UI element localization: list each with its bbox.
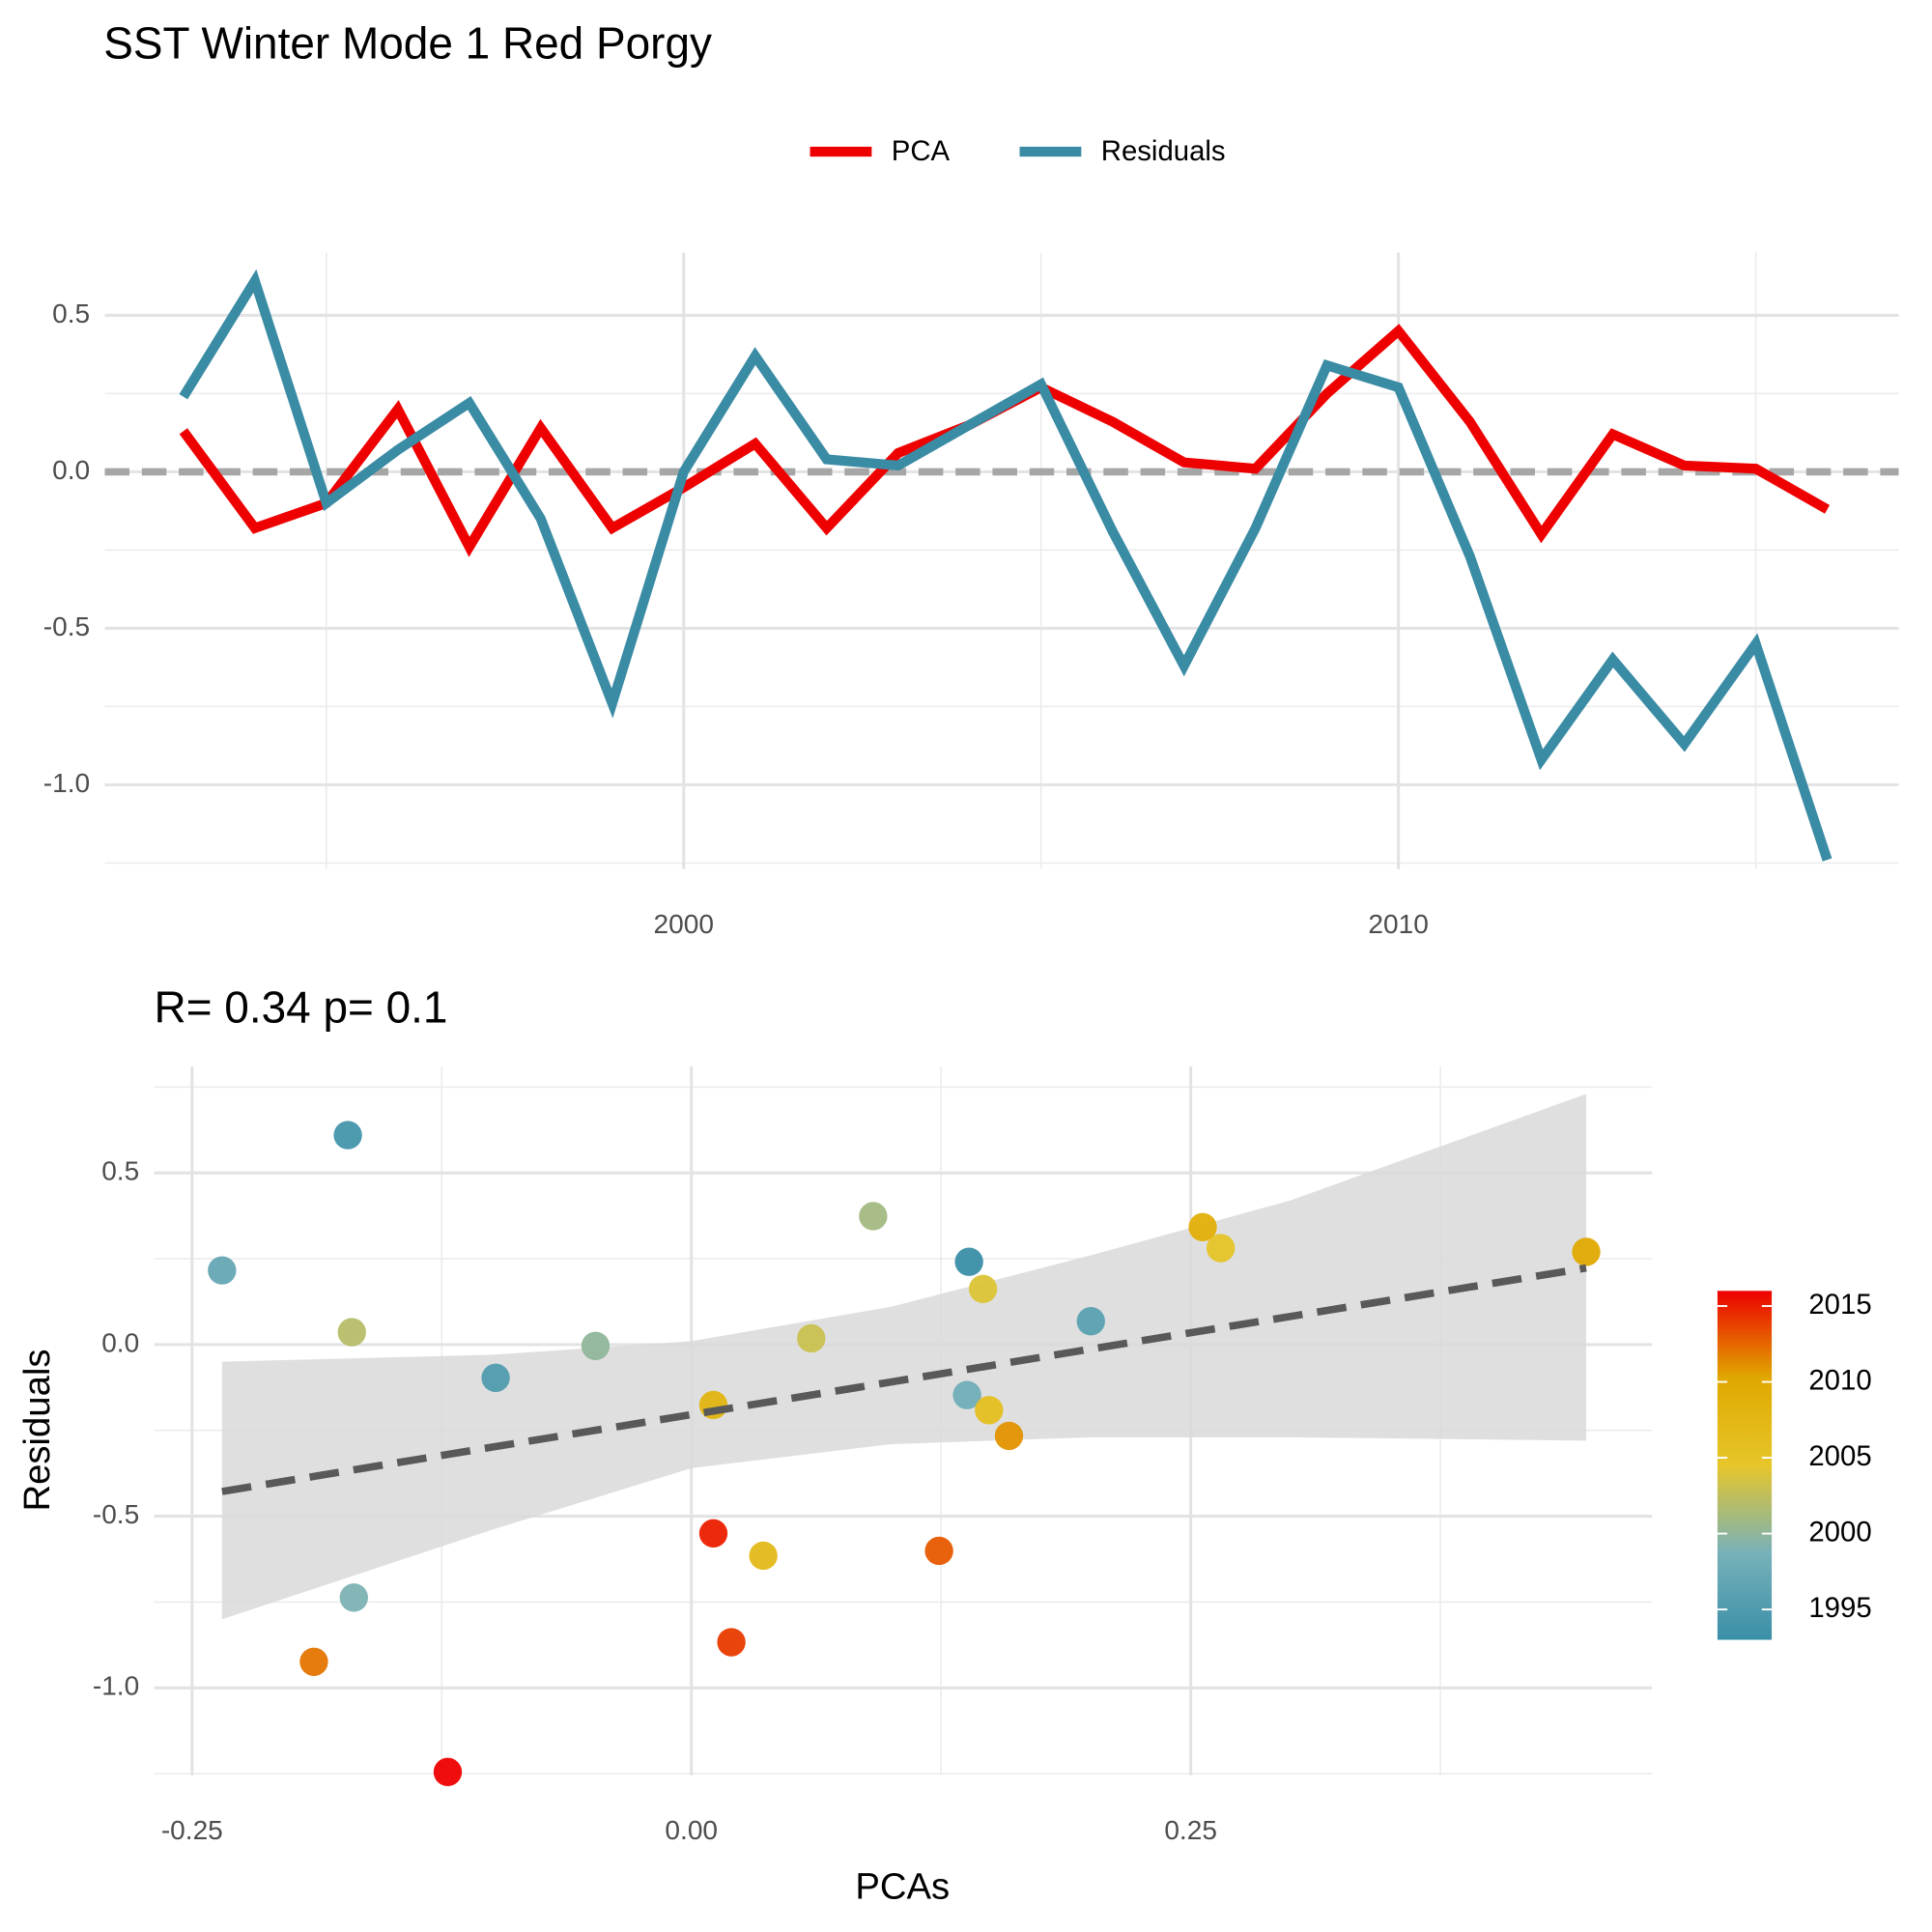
scatter-point [924,1536,953,1566]
chart-title: SST Winter Mode 1 Red Porgy [103,18,712,69]
y-tick-label: -0.5 [93,1499,139,1529]
colorbar-label: 2015 [1808,1289,1871,1321]
scatter-point [975,1396,1004,1425]
x-axis-label: PCAs [855,1865,950,1907]
x-tick-label: 2010 [1368,909,1428,939]
y-tick-label: 0.5 [52,298,90,328]
scatter-point [952,1380,981,1409]
x-tick-label: 0.25 [1164,1815,1217,1845]
y-tick-label: 0.5 [101,1156,139,1186]
series-line [179,269,1833,862]
colorbar [1717,1291,1773,1640]
scatter-point [581,1331,611,1360]
y-tick-label: 0.0 [52,455,90,485]
x-tick-label: -0.25 [161,1815,223,1845]
scatter-point [337,1318,366,1347]
scatter-point [208,1256,237,1285]
x-tick-label: 0.00 [665,1815,718,1845]
y-axis-label: Residuals [16,1350,58,1512]
scatter-point [749,1541,778,1571]
legend-label: Residuals [1101,135,1226,167]
scatter-point [1572,1237,1601,1266]
scatter-point [954,1247,983,1276]
scatter-point [859,1202,888,1231]
scatter-point [698,1519,728,1548]
scatter-point [1188,1212,1217,1242]
scatter-point [1076,1307,1105,1336]
scatter-point [481,1363,510,1393]
scatter-point [717,1628,746,1657]
scatter-point [1206,1234,1236,1263]
scatter-point [797,1323,826,1353]
scatter-point [333,1121,362,1150]
colorbar-label: 2000 [1808,1516,1871,1548]
colorbar-label: 1995 [1808,1592,1871,1624]
chart-subtitle: R= 0.34 p= 0.1 [155,982,448,1033]
y-tick-label: -1.0 [43,768,90,798]
scatter-point [299,1647,328,1676]
scatter-point [968,1274,998,1303]
y-tick-label: 0.0 [101,1327,139,1357]
fit-line [221,1264,1587,1495]
scatter-point [433,1757,463,1787]
scatter-point [339,1583,368,1612]
colorbar-label: 2005 [1808,1440,1871,1472]
scatter-point [994,1421,1024,1451]
x-tick-label: 2000 [654,909,714,939]
y-tick-label: -0.5 [43,611,90,641]
scatter-point [698,1390,728,1420]
confidence-band [221,1094,1587,1620]
y-tick-label: -1.0 [93,1671,139,1701]
colorbar-label: 2010 [1808,1364,1871,1396]
legend-label: PCA [892,135,951,167]
